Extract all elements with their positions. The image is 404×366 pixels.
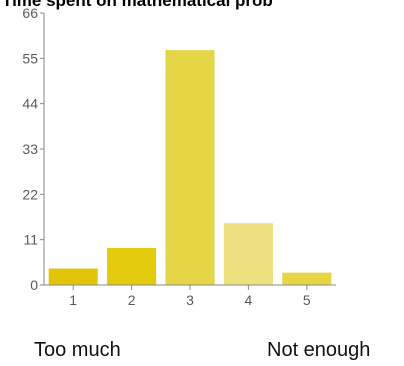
chart-title: Time spent on mathematical prob	[2, 0, 273, 10]
scale-low-label: Too much	[34, 339, 121, 361]
y-tick-label: 0	[30, 277, 38, 293]
x-tick-label: 5	[303, 292, 311, 308]
x-tick-label: 4	[245, 292, 253, 308]
x-tick-label: 2	[128, 292, 136, 308]
y-tick-label: 33	[22, 141, 38, 157]
scale-high-label: Not enough	[267, 339, 371, 361]
y-tick-label: 55	[22, 50, 38, 66]
bar-4	[223, 223, 273, 285]
y-tick-label: 22	[22, 186, 38, 202]
bars	[48, 50, 332, 285]
bar-1	[48, 268, 98, 285]
y-tick-label: 66	[22, 5, 38, 21]
bar-5	[282, 272, 332, 285]
bar-2	[107, 247, 157, 285]
bar-3	[165, 50, 215, 285]
y-tick-label: 44	[22, 96, 38, 112]
y-tick-label: 11	[23, 232, 38, 248]
x-tick-label: 3	[186, 292, 194, 308]
x-axis: 1 2 3 4 5	[44, 284, 336, 308]
y-axis: 0 11 22 33 44 55 66	[22, 5, 45, 293]
x-tick-label: 1	[69, 292, 77, 308]
